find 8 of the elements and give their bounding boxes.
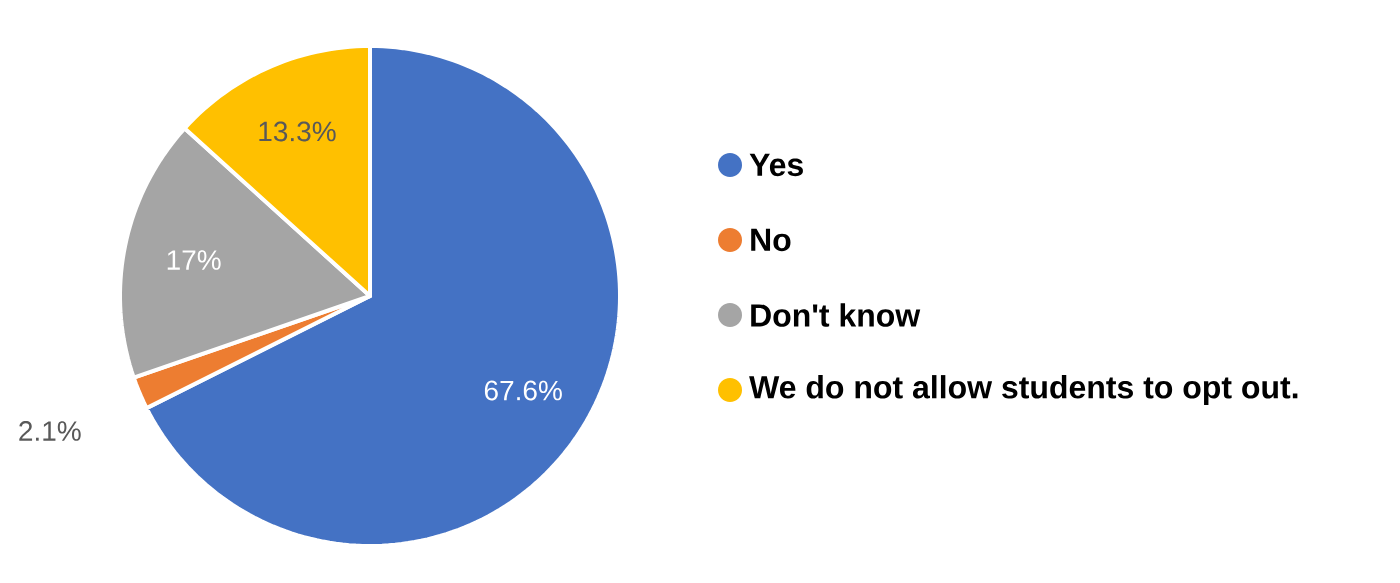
legend-label: No (751, 228, 791, 252)
legend-label: Yes (749, 153, 803, 177)
data-label: 67.6% (484, 380, 562, 401)
data-label: 17% (167, 250, 221, 270)
legend-label: Don't know (751, 303, 921, 327)
data-label: 13.3% (259, 121, 336, 142)
legend-label: We do not allow students to opt out. (749, 375, 1298, 405)
data-label: 2.1% (19, 421, 81, 441)
